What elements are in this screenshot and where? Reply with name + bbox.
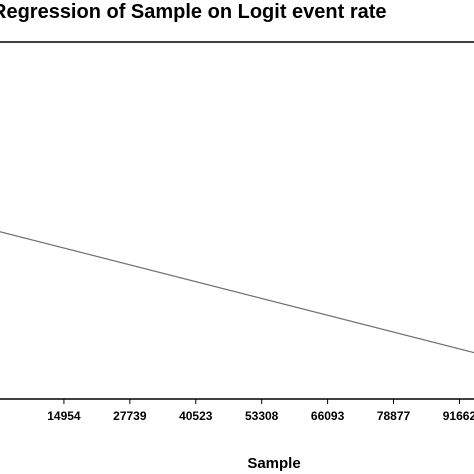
series-group	[0, 231, 474, 354]
x-axis-ticks: 14954 27739 40523 53308 66093 78877 91662	[47, 399, 474, 423]
x-tick-label: 78877	[377, 409, 411, 423]
plot-frame	[0, 41, 474, 400]
regression-line	[0, 231, 474, 354]
x-tick-label: 14954	[47, 409, 81, 423]
x-axis-title: Sample	[247, 455, 300, 472]
x-tick-label: 40523	[179, 409, 213, 423]
x-tick-label: 91662	[443, 409, 474, 423]
x-tick-label: 53308	[245, 409, 279, 423]
x-tick-label: 66093	[311, 409, 345, 423]
chart-title: Regression of Sample on Logit event rate	[0, 1, 387, 23]
x-tick-label: 27739	[113, 409, 147, 423]
